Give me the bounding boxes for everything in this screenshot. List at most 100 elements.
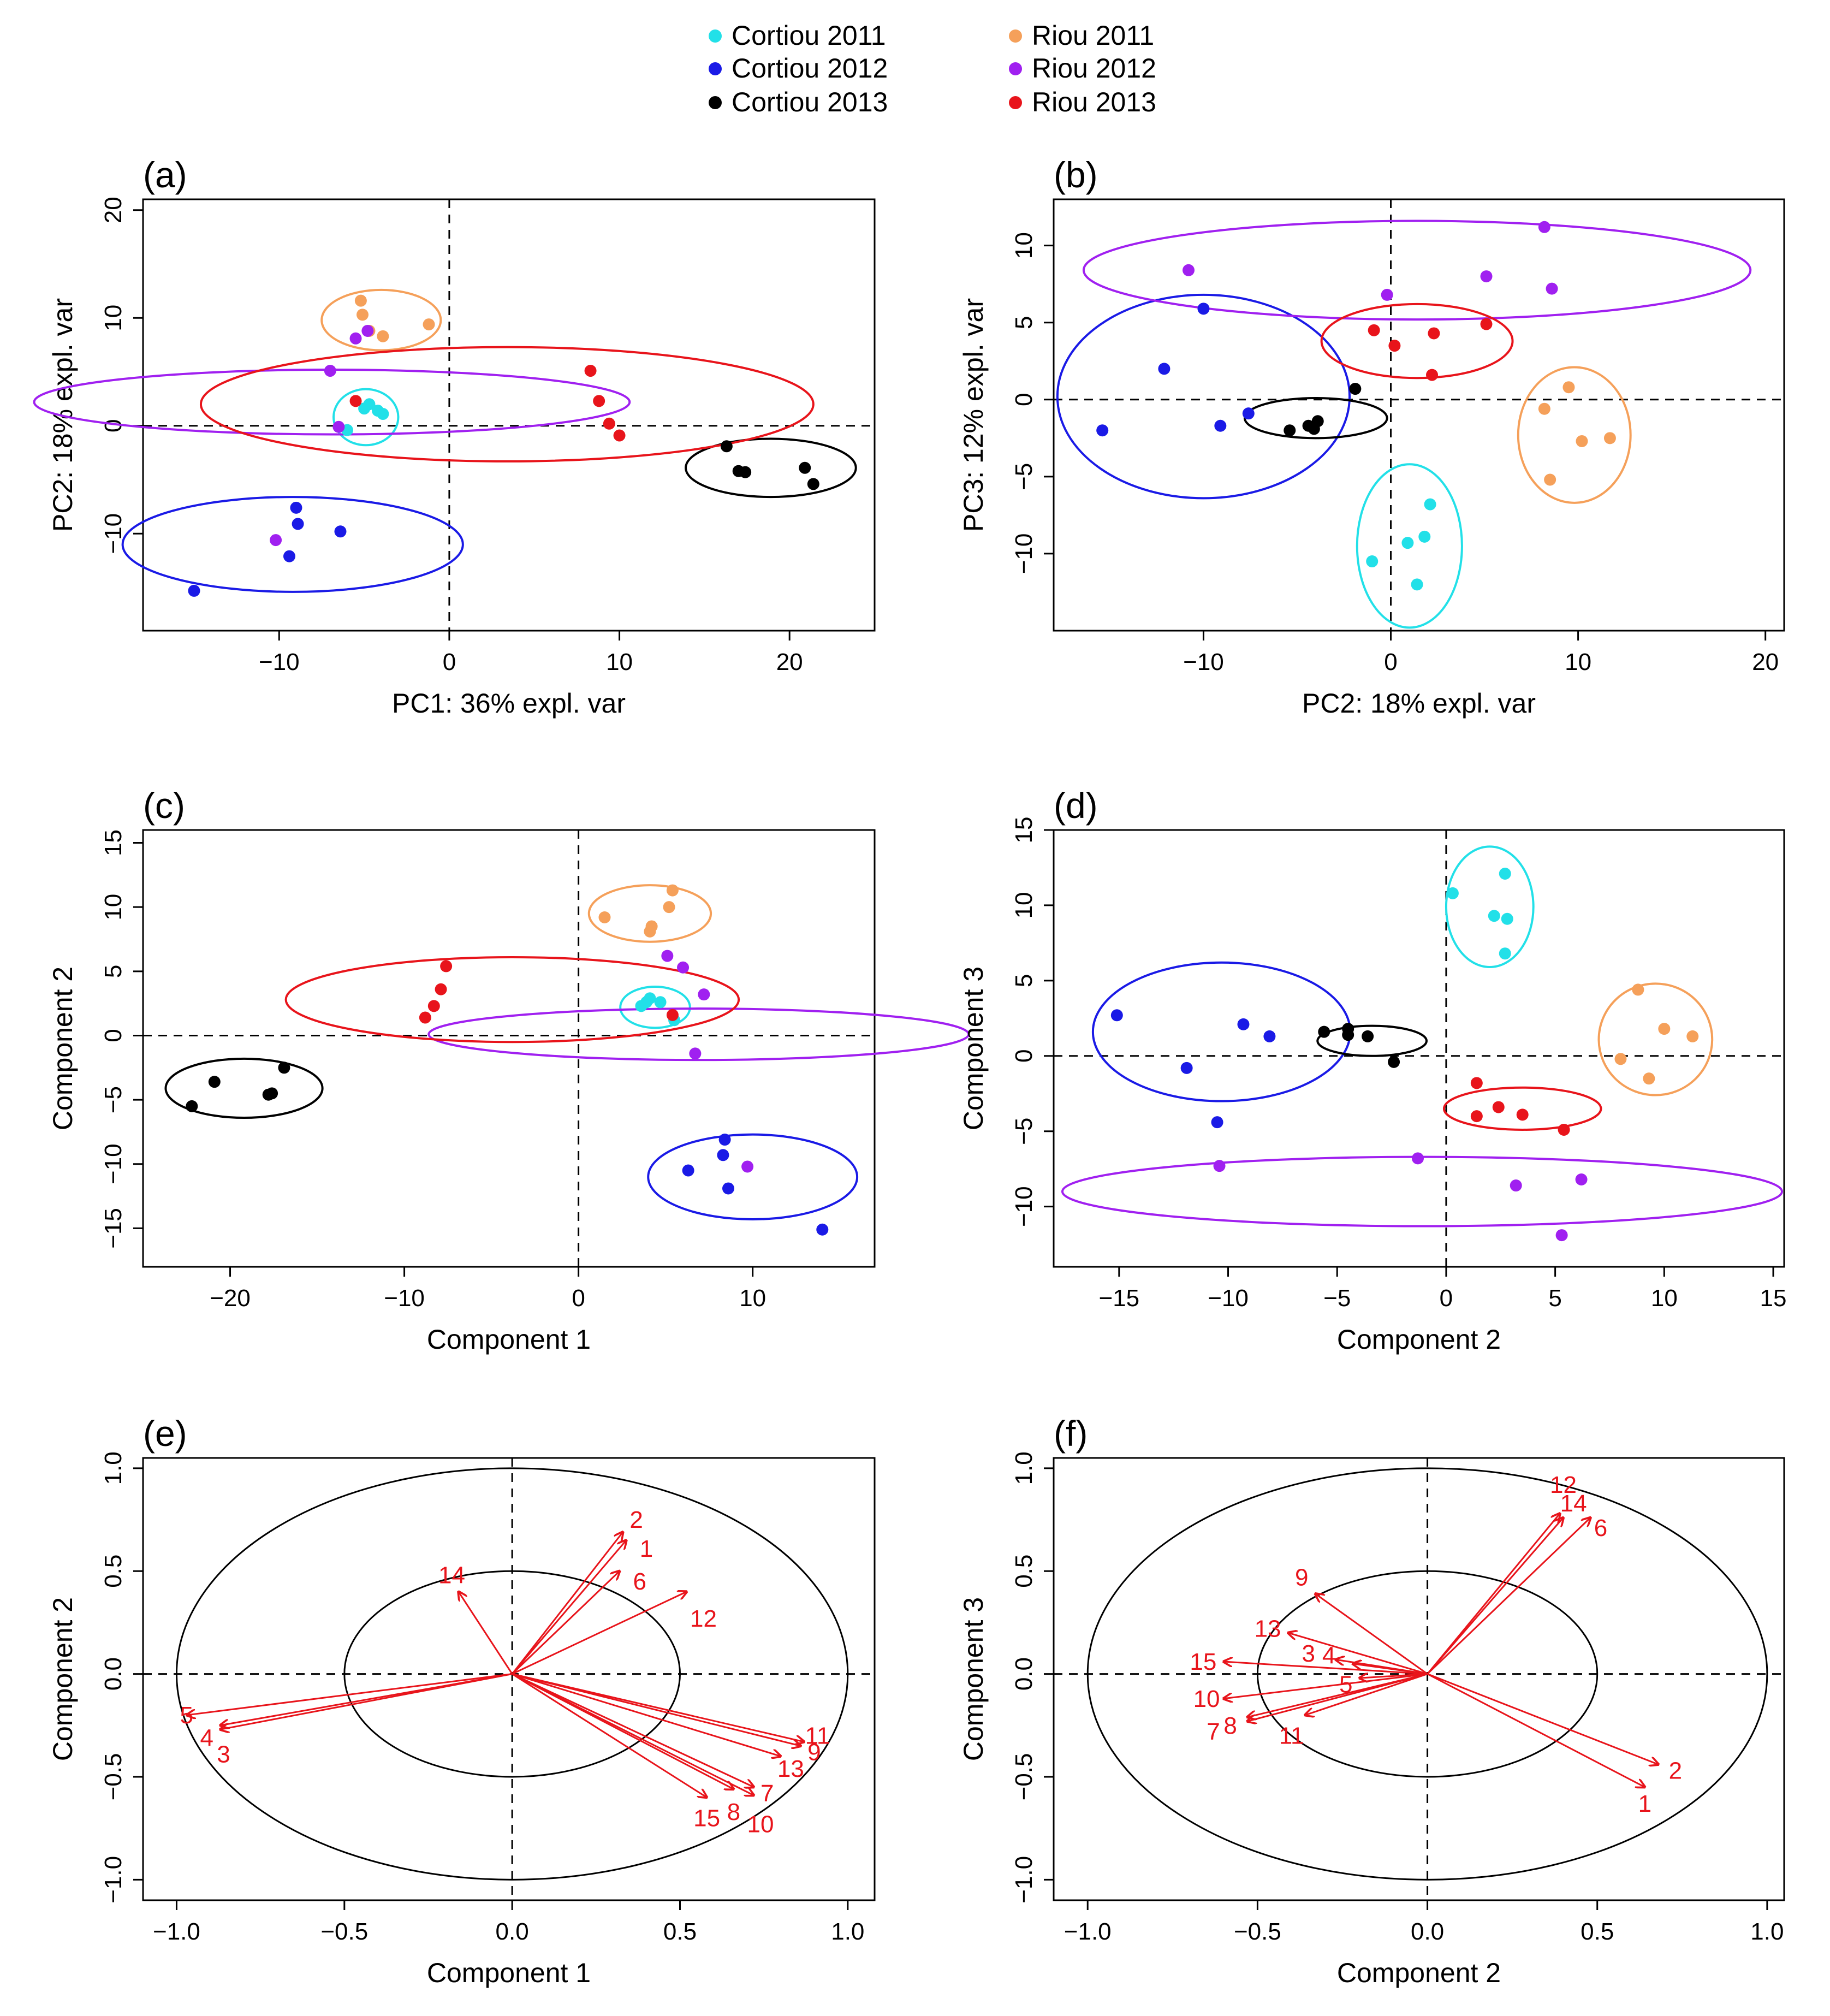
x-tick-label: −10 <box>1183 649 1224 675</box>
data-point <box>1446 887 1459 899</box>
data-point <box>377 330 389 342</box>
confidence-ellipse <box>647 1133 859 1220</box>
data-point <box>377 408 389 420</box>
y-tick-label: −0.5 <box>1011 1753 1037 1801</box>
y-axis-label: Component 3 <box>958 967 989 1130</box>
confidence-ellipse <box>1442 1086 1602 1131</box>
data-point <box>1183 264 1195 276</box>
data-point <box>361 324 374 337</box>
legend-label: Riou 2011 <box>1032 20 1154 51</box>
y-tick-label: 0.0 <box>1011 1657 1037 1691</box>
vector-label: 13 <box>1255 1616 1281 1643</box>
y-tick-label: 10 <box>100 305 127 331</box>
x-tick-label: 5 <box>1548 1285 1561 1312</box>
confidence-ellipse <box>320 288 442 352</box>
confidence-ellipse <box>1061 1155 1784 1228</box>
data-point <box>677 961 690 974</box>
data-point <box>741 1160 754 1173</box>
panel-d: (d) −15 −10 −5 0 5 10 15 −10 −5 0 5 10 15 Component 2 C… <box>958 785 1787 1355</box>
loading-vector <box>1427 1673 1659 1765</box>
loading-vector <box>512 1592 687 1675</box>
y-tick-label: 5 <box>1011 974 1037 987</box>
y-tick-label: 15 <box>100 829 127 856</box>
loading-vector <box>220 1673 513 1726</box>
data-point <box>722 1182 734 1195</box>
data-point <box>290 501 302 514</box>
vector-label: 15 <box>1190 1649 1216 1675</box>
confidence-ellipse <box>164 1057 324 1119</box>
y-tick-label: −10 <box>100 1143 127 1184</box>
data-point <box>1424 498 1436 511</box>
confidence-ellipse <box>685 437 857 499</box>
data-point <box>1510 1179 1522 1192</box>
data-point <box>689 1047 702 1060</box>
vector-label: 6 <box>1594 1515 1607 1541</box>
data-point <box>1516 1108 1529 1121</box>
x-tick-label: 1.0 <box>831 1918 864 1945</box>
x-tick-label: −1.0 <box>1064 1918 1112 1945</box>
y-tick-label: 0 <box>1011 1049 1037 1063</box>
x-tick-label: 0.0 <box>1411 1918 1444 1945</box>
confidence-ellipse <box>1597 982 1714 1096</box>
loading-vector <box>1247 1673 1428 1717</box>
legend-label: Cortiou 2011 <box>732 20 886 51</box>
legend-label: Cortiou 2013 <box>732 87 888 117</box>
data-point <box>654 996 667 1009</box>
y-tick-label: 0.5 <box>100 1555 127 1588</box>
vector-label: 10 <box>747 1811 774 1838</box>
data-point <box>1242 407 1255 420</box>
loading-vector <box>1315 1594 1428 1675</box>
x-tick-label: −0.5 <box>320 1918 368 1945</box>
legend-marker <box>1009 96 1022 109</box>
legend-label: Riou 2012 <box>1032 53 1156 84</box>
panel-label: (a) <box>143 155 187 195</box>
data-point <box>1632 983 1644 996</box>
y-axis-label: Component 2 <box>47 967 78 1130</box>
loading-vector <box>1223 1662 1428 1675</box>
confidence-ellipse <box>199 346 815 463</box>
confidence-ellipse <box>332 388 400 447</box>
x-tick-label: 0 <box>572 1285 585 1312</box>
data-point <box>1411 578 1423 591</box>
data-point <box>666 884 679 897</box>
confidence-ellipse <box>1316 1024 1428 1057</box>
x-tick-label: 20 <box>1752 649 1779 675</box>
data-point <box>1546 282 1558 295</box>
legend-entry: Cortiou 2012 <box>709 53 888 84</box>
y-axis: −10 −5 0 5 10 15 <box>1011 817 1054 1227</box>
y-tick-label: 10 <box>1011 892 1037 918</box>
y-tick-label: 5 <box>1011 316 1037 329</box>
confidence-ellipse <box>1056 293 1351 500</box>
vector-label: 13 <box>777 1756 804 1782</box>
data-point <box>1366 555 1379 568</box>
data-point <box>603 417 615 430</box>
data-point <box>1211 1116 1223 1129</box>
data-point <box>640 996 653 1009</box>
vector-label: 1 <box>640 1535 653 1562</box>
loading-vector <box>1427 1514 1560 1675</box>
data-point <box>717 1149 729 1161</box>
data-point <box>324 365 336 377</box>
loading-vector <box>1223 1673 1428 1699</box>
vector-label: 1 <box>1638 1790 1651 1817</box>
data-point <box>358 402 371 415</box>
y-tick-label: 20 <box>100 197 127 223</box>
plot-frame <box>1053 198 1785 632</box>
y-tick-label: −5 <box>1011 463 1037 490</box>
data-point <box>613 429 626 442</box>
legend-marker <box>1009 29 1022 43</box>
x-tick-label: 10 <box>1651 1285 1678 1312</box>
confidence-ellipse <box>121 496 464 593</box>
confidence-ellipse <box>284 956 740 1043</box>
data-point <box>1576 435 1588 447</box>
data-point <box>1555 1229 1568 1242</box>
data-point <box>720 440 733 453</box>
data-point <box>799 461 811 474</box>
x-tick-label: 10 <box>1565 649 1591 675</box>
y-tick-label: −1.0 <box>1011 1856 1037 1904</box>
data-point <box>266 1087 278 1100</box>
data-point <box>807 478 819 490</box>
vector-label: 2 <box>629 1507 643 1533</box>
loading-vector <box>1353 1664 1428 1675</box>
data-point <box>354 294 367 307</box>
